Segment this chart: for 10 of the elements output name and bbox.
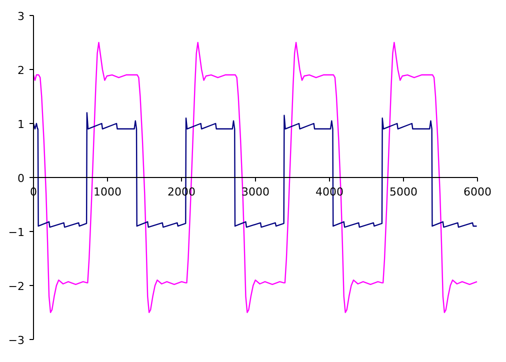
y-tick-label: 1 (18, 118, 24, 131)
x-tick-label: 5000 (390, 186, 418, 198)
y-tick-label: 0 (18, 172, 24, 185)
x-tick-label: 1000 (94, 186, 122, 198)
y-tick-label: −3 (8, 334, 25, 347)
x-tick-label: 6000 (464, 186, 492, 198)
y-tick-label: 3 (18, 10, 24, 23)
y-tick-label: 2 (18, 64, 24, 77)
y-tick-label: −2 (8, 280, 25, 293)
y-tick-label: −1 (8, 226, 25, 239)
